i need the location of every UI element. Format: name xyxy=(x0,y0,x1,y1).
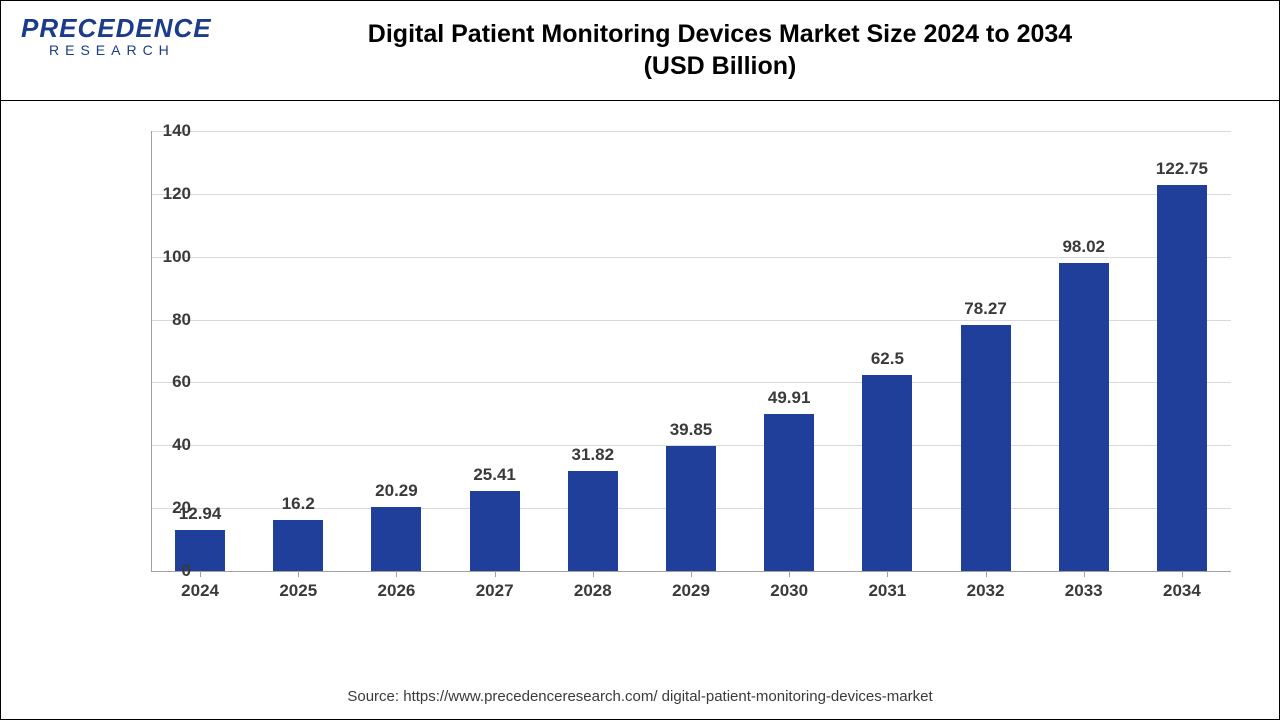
bar-value-label: 98.02 xyxy=(1034,237,1134,257)
bar-value-label: 122.75 xyxy=(1132,159,1232,179)
chart-container: PRECEDENCE RESEARCH Digital Patient Moni… xyxy=(0,0,1280,720)
xtick-mark xyxy=(1182,571,1183,577)
logo-sub: RESEARCH xyxy=(49,42,212,58)
bar xyxy=(961,325,1011,571)
chart-area: 12.9416.220.2925.4131.8239.8549.9162.578… xyxy=(101,131,1231,621)
bars: 12.9416.220.2925.4131.8239.8549.9162.578… xyxy=(151,131,1231,571)
bar-value-label: 25.41 xyxy=(445,465,545,485)
bar xyxy=(470,491,520,571)
chart-title-line2: (USD Billion) xyxy=(201,51,1239,82)
ytick-label: 60 xyxy=(141,372,191,392)
bar xyxy=(273,520,323,571)
bar-value-label: 78.27 xyxy=(936,299,1036,319)
xtick-label: 2034 xyxy=(1137,581,1227,601)
logo-brand: PRECEDENCE xyxy=(21,13,212,44)
xtick-label: 2025 xyxy=(253,581,343,601)
source-text: Source: https://www.precedenceresearch.c… xyxy=(1,688,1279,705)
xtick-mark xyxy=(887,571,888,577)
xtick-label: 2033 xyxy=(1039,581,1129,601)
bar xyxy=(371,507,421,571)
xtick-mark xyxy=(396,571,397,577)
xtick-mark xyxy=(691,571,692,577)
bar xyxy=(1059,263,1109,571)
xtick-label: 2029 xyxy=(646,581,736,601)
bar-value-label: 20.29 xyxy=(346,481,446,501)
ytick-label: 0 xyxy=(141,561,191,581)
bar xyxy=(666,446,716,571)
logo: PRECEDENCE RESEARCH xyxy=(21,13,212,58)
ytick-label: 80 xyxy=(141,310,191,330)
bar-value-label: 31.82 xyxy=(543,445,643,465)
ytick-label: 140 xyxy=(141,121,191,141)
bar-value-label: 62.5 xyxy=(837,349,937,369)
bar xyxy=(1157,185,1207,571)
bar-value-label: 49.91 xyxy=(739,388,839,408)
xtick-label: 2032 xyxy=(941,581,1031,601)
xtick-mark xyxy=(495,571,496,577)
bar xyxy=(764,414,814,571)
header: PRECEDENCE RESEARCH Digital Patient Moni… xyxy=(1,1,1279,101)
bar-value-label: 16.2 xyxy=(248,494,348,514)
xtick-mark xyxy=(1084,571,1085,577)
ytick-label: 120 xyxy=(141,184,191,204)
xtick-mark xyxy=(200,571,201,577)
xtick-label: 2026 xyxy=(351,581,441,601)
xtick-label: 2024 xyxy=(155,581,245,601)
xtick-mark xyxy=(298,571,299,577)
bar xyxy=(568,471,618,571)
ytick-label: 100 xyxy=(141,247,191,267)
xtick-mark xyxy=(789,571,790,577)
xtick-label: 2031 xyxy=(842,581,932,601)
xtick-mark xyxy=(986,571,987,577)
xtick-label: 2028 xyxy=(548,581,638,601)
bar-value-label: 39.85 xyxy=(641,420,741,440)
ytick-label: 20 xyxy=(141,498,191,518)
xtick-label: 2027 xyxy=(450,581,540,601)
chart-title-line1: Digital Patient Monitoring Devices Marke… xyxy=(201,19,1239,50)
xtick-label: 2030 xyxy=(744,581,834,601)
ytick-label: 40 xyxy=(141,435,191,455)
xtick-mark xyxy=(593,571,594,577)
bar xyxy=(862,375,912,571)
